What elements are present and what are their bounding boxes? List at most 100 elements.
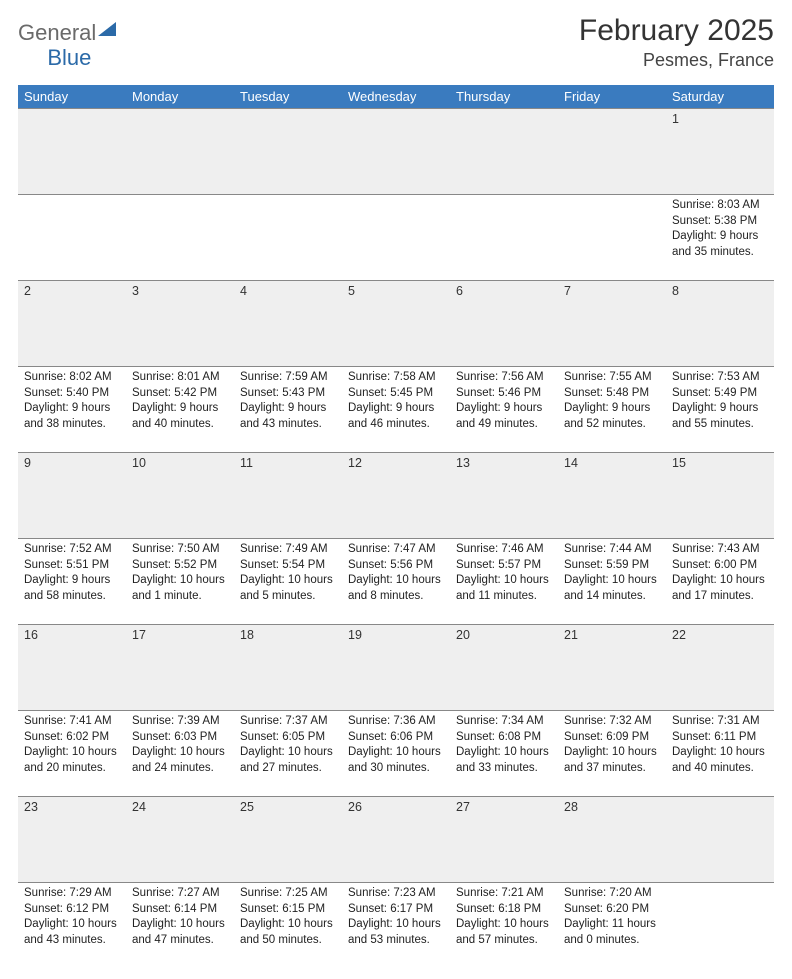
day-data-row: Sunrise: 8:02 AMSunset: 5:40 PMDaylight:… bbox=[18, 367, 774, 453]
day-data-cell bbox=[450, 195, 558, 281]
day-number-row: 9101112131415 bbox=[18, 453, 774, 539]
sunrise-label: Sunrise: 7:20 AM bbox=[564, 886, 660, 902]
brand-logo: General bbox=[18, 20, 118, 46]
day-number-cell: 28 bbox=[558, 797, 666, 883]
day1-label: Daylight: 10 hours bbox=[348, 573, 444, 589]
sunset-label: Sunset: 5:51 PM bbox=[24, 558, 120, 574]
weekday-header: Wednesday bbox=[342, 85, 450, 109]
sunset-label: Sunset: 5:42 PM bbox=[132, 386, 228, 402]
day-data-cell: Sunrise: 8:01 AMSunset: 5:42 PMDaylight:… bbox=[126, 367, 234, 453]
day1-label: Daylight: 9 hours bbox=[24, 573, 120, 589]
sunset-label: Sunset: 6:17 PM bbox=[348, 902, 444, 918]
day-data-cell bbox=[342, 195, 450, 281]
sunset-label: Sunset: 6:09 PM bbox=[564, 730, 660, 746]
day2-label: and 47 minutes. bbox=[132, 933, 228, 949]
day2-label: and 27 minutes. bbox=[240, 761, 336, 777]
day-data-cell: Sunrise: 7:27 AMSunset: 6:14 PMDaylight:… bbox=[126, 883, 234, 969]
day-number-cell: 3 bbox=[126, 281, 234, 367]
day1-label: Daylight: 10 hours bbox=[564, 745, 660, 761]
calendar-page: General February 2025 Pesmes, France GeB… bbox=[0, 0, 792, 979]
day2-label: and 35 minutes. bbox=[672, 245, 768, 261]
brand-sail-icon bbox=[98, 22, 116, 36]
day-number-cell bbox=[342, 109, 450, 195]
sunrise-label: Sunrise: 7:52 AM bbox=[24, 542, 120, 558]
sunrise-label: Sunrise: 8:01 AM bbox=[132, 370, 228, 386]
day2-label: and 49 minutes. bbox=[456, 417, 552, 433]
sunset-label: Sunset: 6:20 PM bbox=[564, 902, 660, 918]
day-data-cell: Sunrise: 7:31 AMSunset: 6:11 PMDaylight:… bbox=[666, 711, 774, 797]
sunset-label: Sunset: 6:11 PM bbox=[672, 730, 768, 746]
sunset-label: Sunset: 5:56 PM bbox=[348, 558, 444, 574]
day-data-cell: Sunrise: 7:34 AMSunset: 6:08 PMDaylight:… bbox=[450, 711, 558, 797]
day2-label: and 50 minutes. bbox=[240, 933, 336, 949]
day-number-cell: 13 bbox=[450, 453, 558, 539]
sunrise-label: Sunrise: 7:29 AM bbox=[24, 886, 120, 902]
day-data-cell bbox=[126, 195, 234, 281]
day2-label: and 57 minutes. bbox=[456, 933, 552, 949]
day2-label: and 33 minutes. bbox=[456, 761, 552, 777]
sunrise-label: Sunrise: 7:55 AM bbox=[564, 370, 660, 386]
sunset-label: Sunset: 5:48 PM bbox=[564, 386, 660, 402]
sunset-label: Sunset: 6:14 PM bbox=[132, 902, 228, 918]
day-data-cell: Sunrise: 7:41 AMSunset: 6:02 PMDaylight:… bbox=[18, 711, 126, 797]
sunset-label: Sunset: 5:49 PM bbox=[672, 386, 768, 402]
day1-label: Daylight: 9 hours bbox=[132, 401, 228, 417]
day-data-cell: Sunrise: 8:02 AMSunset: 5:40 PMDaylight:… bbox=[18, 367, 126, 453]
day1-label: Daylight: 11 hours bbox=[564, 917, 660, 933]
weekday-header: Sunday bbox=[18, 85, 126, 109]
day2-label: and 30 minutes. bbox=[348, 761, 444, 777]
sunrise-label: Sunrise: 7:44 AM bbox=[564, 542, 660, 558]
day2-label: and 14 minutes. bbox=[564, 589, 660, 605]
day2-label: and 58 minutes. bbox=[24, 589, 120, 605]
day-number-row: 232425262728 bbox=[18, 797, 774, 883]
day1-label: Daylight: 10 hours bbox=[240, 745, 336, 761]
day1-label: Daylight: 10 hours bbox=[348, 917, 444, 933]
weekday-header: Tuesday bbox=[234, 85, 342, 109]
day-data-row: Sunrise: 7:41 AMSunset: 6:02 PMDaylight:… bbox=[18, 711, 774, 797]
day-data-cell bbox=[18, 195, 126, 281]
day-number-cell: 8 bbox=[666, 281, 774, 367]
sunrise-label: Sunrise: 7:39 AM bbox=[132, 714, 228, 730]
day-number-cell: 14 bbox=[558, 453, 666, 539]
day-number-cell: 21 bbox=[558, 625, 666, 711]
day2-label: and 40 minutes. bbox=[672, 761, 768, 777]
sunrise-label: Sunrise: 7:41 AM bbox=[24, 714, 120, 730]
day-number-cell bbox=[666, 797, 774, 883]
day1-label: Daylight: 10 hours bbox=[240, 917, 336, 933]
day-number-cell: 27 bbox=[450, 797, 558, 883]
day1-label: Daylight: 10 hours bbox=[132, 573, 228, 589]
page-title: February 2025 bbox=[579, 14, 774, 48]
weekday-header: Monday bbox=[126, 85, 234, 109]
day2-label: and 52 minutes. bbox=[564, 417, 660, 433]
sunset-label: Sunset: 6:18 PM bbox=[456, 902, 552, 918]
day1-label: Daylight: 9 hours bbox=[24, 401, 120, 417]
sunset-label: Sunset: 5:43 PM bbox=[240, 386, 336, 402]
day-number-row: 16171819202122 bbox=[18, 625, 774, 711]
day2-label: and 46 minutes. bbox=[348, 417, 444, 433]
day-data-cell: Sunrise: 7:56 AMSunset: 5:46 PMDaylight:… bbox=[450, 367, 558, 453]
sunset-label: Sunset: 5:57 PM bbox=[456, 558, 552, 574]
day-number-cell: 17 bbox=[126, 625, 234, 711]
sunrise-label: Sunrise: 7:32 AM bbox=[564, 714, 660, 730]
weekday-header: Saturday bbox=[666, 85, 774, 109]
sunset-label: Sunset: 5:40 PM bbox=[24, 386, 120, 402]
day-data-cell: Sunrise: 7:29 AMSunset: 6:12 PMDaylight:… bbox=[18, 883, 126, 969]
day-number-cell: 12 bbox=[342, 453, 450, 539]
location-label: Pesmes, France bbox=[579, 50, 774, 71]
day2-label: and 43 minutes. bbox=[24, 933, 120, 949]
day1-label: Daylight: 9 hours bbox=[456, 401, 552, 417]
sunset-label: Sunset: 5:45 PM bbox=[348, 386, 444, 402]
sunrise-label: Sunrise: 7:47 AM bbox=[348, 542, 444, 558]
sunset-label: Sunset: 6:06 PM bbox=[348, 730, 444, 746]
day-number-row: 1 bbox=[18, 109, 774, 195]
day-data-cell: Sunrise: 8:03 AMSunset: 5:38 PMDaylight:… bbox=[666, 195, 774, 281]
day1-label: Daylight: 9 hours bbox=[672, 401, 768, 417]
day-number-cell: 24 bbox=[126, 797, 234, 883]
day2-label: and 20 minutes. bbox=[24, 761, 120, 777]
sunrise-label: Sunrise: 8:03 AM bbox=[672, 198, 768, 214]
day-number-cell bbox=[18, 109, 126, 195]
day-data-cell bbox=[558, 195, 666, 281]
sunset-label: Sunset: 6:05 PM bbox=[240, 730, 336, 746]
sunrise-label: Sunrise: 7:37 AM bbox=[240, 714, 336, 730]
day-number-cell: 9 bbox=[18, 453, 126, 539]
